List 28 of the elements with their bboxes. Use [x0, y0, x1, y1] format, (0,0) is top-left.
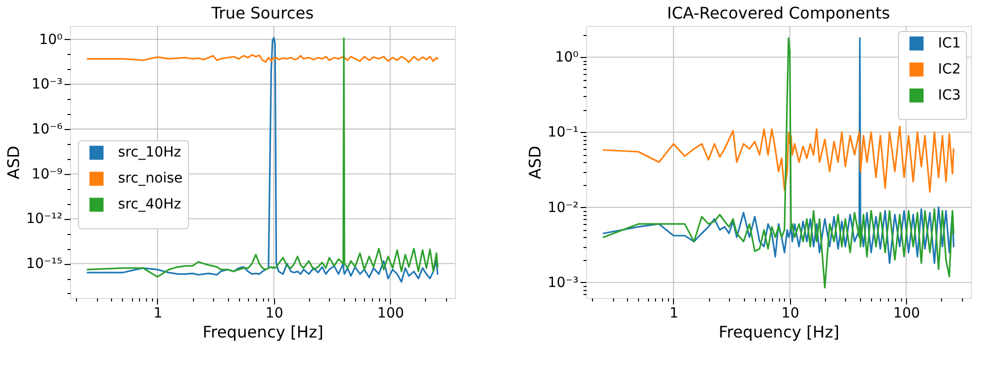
y-tick-label: 10⁻³ — [32, 76, 62, 93]
x-axis-title: Frequency [Hz] — [202, 322, 324, 342]
y-tick-label: 10⁻³ — [548, 274, 578, 291]
chart-title: True Sources — [210, 4, 314, 23]
y-axis-title: ASD — [526, 146, 545, 180]
y-tick-label: 10⁰ — [555, 50, 579, 66]
x-tick-label: 10 — [781, 306, 800, 322]
chart-title: ICA-Recovered Components — [667, 4, 890, 23]
legend-label: src_40Hz — [118, 196, 182, 213]
y-tick-label: 10⁰ — [39, 32, 63, 48]
y-axis-title: ASD — [4, 146, 24, 180]
legend-label: IC2 — [938, 62, 961, 78]
legend-label: src_10Hz — [118, 144, 182, 161]
x-axis-title: Frequency [Hz] — [718, 322, 840, 342]
x-tick-label: 1 — [154, 306, 162, 322]
legend-label: IC3 — [938, 88, 961, 104]
y-tick-label: 10⁻⁹ — [32, 166, 63, 182]
x-tick-label: 10 — [265, 306, 284, 322]
legend-label: IC1 — [938, 36, 961, 52]
x-tick-label: 100 — [893, 306, 920, 322]
y-tick-label: 10⁻² — [548, 200, 578, 216]
x-tick-label: 1 — [670, 306, 678, 322]
y-tick-label: 10⁻¹⁵ — [26, 256, 62, 272]
y-tick-label: 10⁻⁶ — [32, 122, 63, 138]
y-tick-label: 10⁻¹ — [548, 124, 578, 141]
x-tick-label: 100 — [377, 306, 404, 322]
legend-label: src_noise — [118, 170, 183, 187]
y-tick-label: 10⁻¹² — [26, 211, 62, 228]
